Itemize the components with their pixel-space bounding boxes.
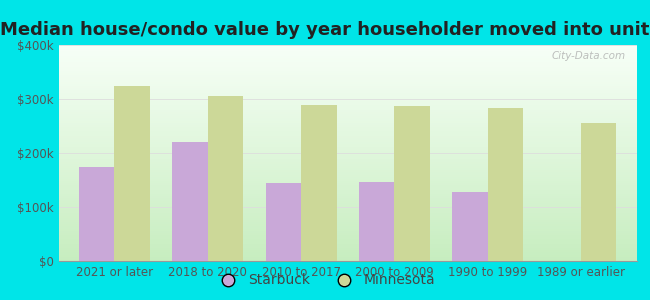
Bar <box>488 108 523 261</box>
Bar <box>172 142 208 261</box>
Bar <box>452 192 488 261</box>
Bar <box>395 106 430 261</box>
Bar <box>114 85 150 261</box>
Bar <box>114 85 150 261</box>
Bar <box>452 192 488 261</box>
Legend: Starbuck, Minnesota: Starbuck, Minnesota <box>209 268 441 293</box>
Bar <box>79 167 114 261</box>
Bar <box>301 106 337 261</box>
Text: City-Data.com: City-Data.com <box>551 52 625 61</box>
Bar <box>581 123 616 261</box>
Bar <box>301 106 337 261</box>
Bar <box>266 183 301 261</box>
Text: Median house/condo value by year householder moved into unit: Median house/condo value by year househo… <box>0 21 650 39</box>
Bar <box>208 96 243 261</box>
Bar <box>359 182 395 261</box>
Bar <box>395 106 430 261</box>
Bar <box>359 182 395 261</box>
Bar <box>172 142 208 261</box>
Bar <box>208 96 243 261</box>
Bar <box>581 123 616 261</box>
Bar <box>266 183 301 261</box>
Bar <box>488 108 523 261</box>
Bar <box>79 167 114 261</box>
